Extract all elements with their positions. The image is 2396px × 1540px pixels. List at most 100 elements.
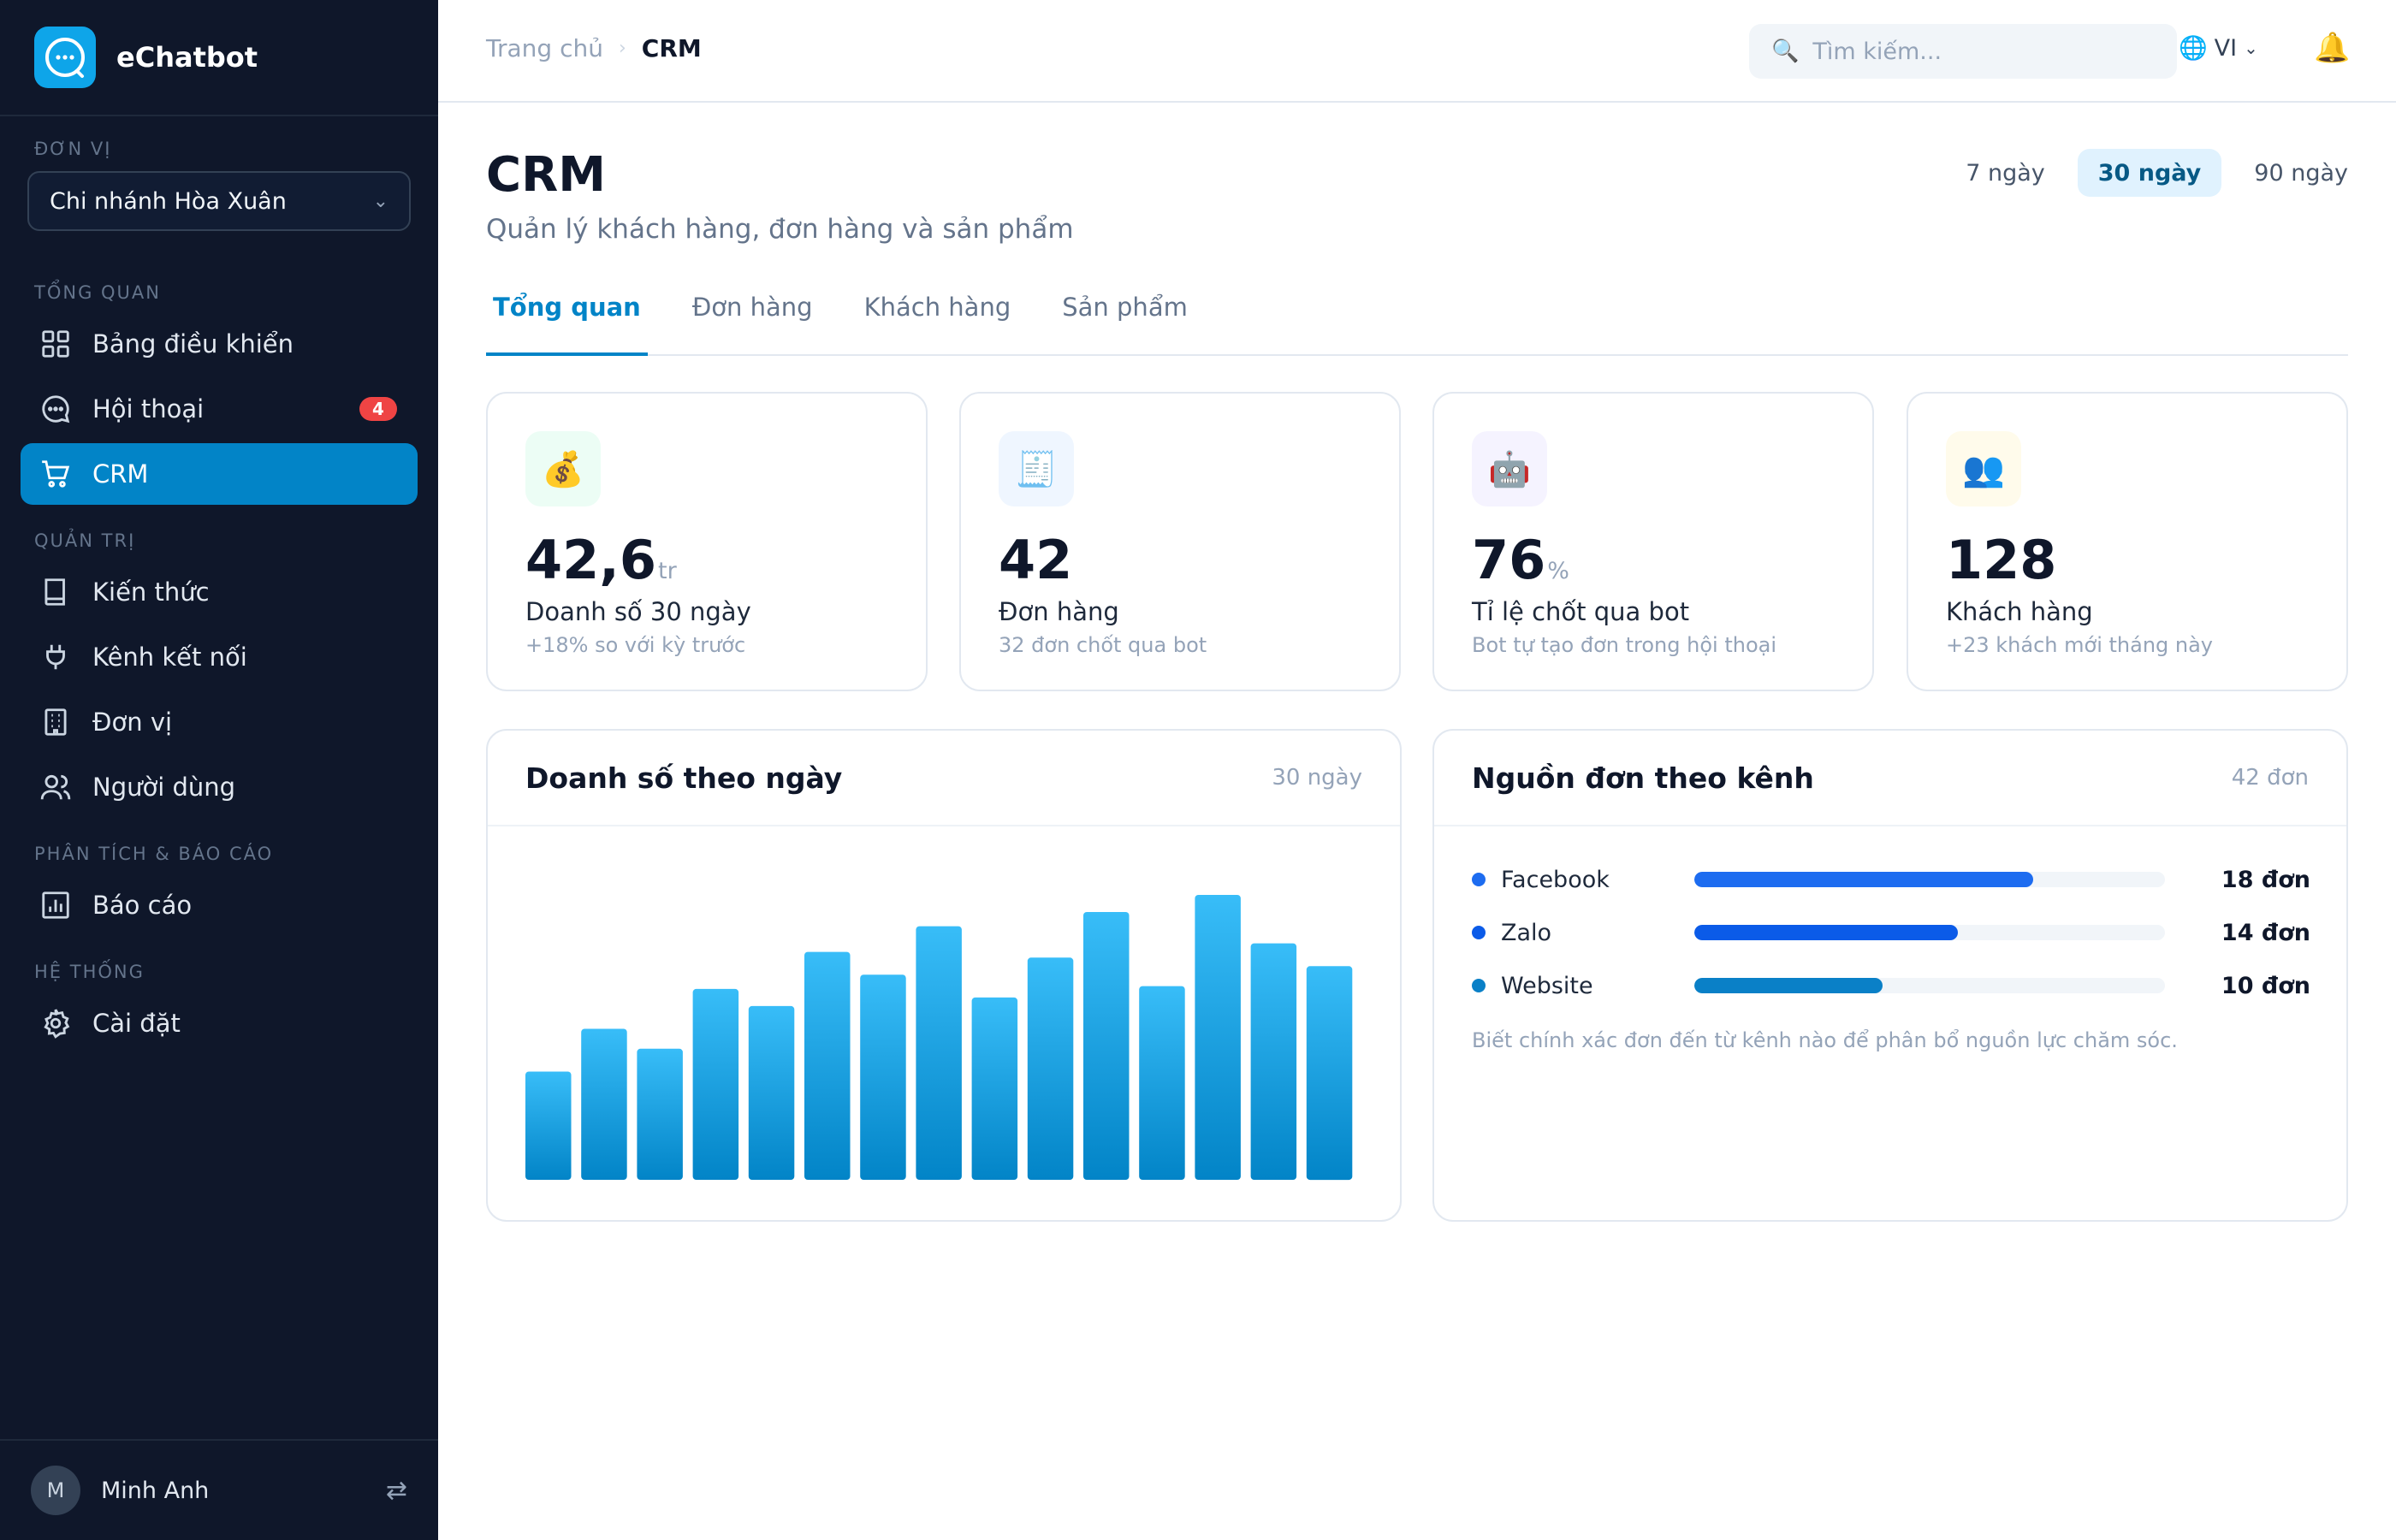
users-icon	[40, 774, 71, 800]
sidebar-item-crm[interactable]: CRM	[21, 443, 418, 505]
switch-account-icon[interactable]: ⇄	[385, 1475, 407, 1506]
receipt-icon: 🧾	[999, 431, 1074, 506]
chevron-down-icon: ⌄	[372, 190, 388, 212]
revenue-bar	[860, 974, 906, 1180]
brand[interactable]: eChatbot	[0, 0, 438, 116]
breadcrumb: Trang chủ › CRM	[486, 34, 702, 62]
crm-tabs: Tổng quan Đơn hàng Khách hàng Sản phẩm	[486, 284, 2348, 356]
tab-orders[interactable]: Đơn hàng	[691, 293, 813, 322]
gear-icon	[44, 1009, 70, 1039]
kpi-value: 42,6tr	[525, 529, 677, 591]
kpi-label: Tỉ lệ chốt qua bot	[1472, 597, 1690, 626]
search-box[interactable]: 🔍	[1749, 24, 2177, 79]
sidebar-item-conversations[interactable]: Hội thoại 4	[21, 378, 418, 440]
kpi-number: 42,6	[525, 529, 656, 591]
sidebar-item-users[interactable]: Người dùng	[21, 756, 418, 818]
panel-title: Nguồn đơn theo kênh	[1472, 761, 1814, 795]
date-range-switch: 7 ngày 30 ngày 90 ngày	[1945, 149, 2369, 197]
bell-icon[interactable]: 🔔	[2314, 31, 2351, 65]
kpi-label: Đơn hàng	[999, 597, 1119, 626]
globe-icon: 🌐	[2179, 35, 2208, 62]
sidebar: eChatbot ĐƠN VỊ Chi nhánh Hòa Xuân ⌄ TỔN…	[0, 0, 438, 1540]
revenue-panel: Doanh số theo ngày 30 ngày	[486, 729, 1402, 1222]
sidebar-item-units[interactable]: Đơn vị	[21, 691, 418, 753]
revenue-bar	[581, 1028, 627, 1180]
source-count: 18 đơn	[2221, 866, 2310, 893]
legend-dot	[1472, 873, 1486, 886]
kpi-card-customers: 👥 128 Khách hàng +23 khách mới tháng này	[1907, 392, 2348, 691]
section-overview-label: TỔNG QUAN	[34, 282, 161, 303]
sidebar-item-dashboard[interactable]: Bảng điều khiển	[21, 313, 418, 375]
range-30-days[interactable]: 30 ngày	[2077, 149, 2222, 197]
revenue-bar	[525, 1071, 572, 1180]
page-subtitle: Quản lý khách hàng, đơn hàng và sản phẩm	[486, 214, 1074, 245]
source-note: Biết chính xác đơn đến từ kênh nào để ph…	[1472, 1028, 2178, 1052]
sidebar-item-reports[interactable]: Báo cáo	[21, 874, 418, 936]
sidebar-item-label: CRM	[92, 459, 149, 489]
breadcrumb-current: CRM	[641, 34, 702, 62]
sidebar-item-label: Báo cáo	[92, 891, 193, 920]
unit-select[interactable]: Chi nhánh Hòa Xuân ⌄	[27, 171, 411, 231]
revenue-bar	[1306, 966, 1353, 1181]
panel-title: Doanh số theo ngày	[525, 761, 843, 795]
legend-dot	[1472, 926, 1486, 939]
source-bar-track	[1694, 925, 2165, 940]
building-icon	[44, 708, 67, 736]
kpi-unit: %	[1547, 558, 1569, 584]
range-7-days[interactable]: 7 ngày	[1966, 159, 2045, 187]
breadcrumb-home-link[interactable]: Trang chủ	[486, 34, 603, 62]
source-name: Website	[1501, 972, 1593, 999]
robot-icon: 🤖	[1472, 431, 1547, 506]
search-icon: 🔍	[1771, 38, 1800, 64]
tab-customers[interactable]: Khách hàng	[863, 293, 1011, 322]
unread-badge: 4	[359, 397, 397, 421]
kpi-value: 42	[999, 529, 1072, 591]
kpi-value: 76%	[1472, 529, 1569, 591]
source-row: Zalo 14 đơn	[1472, 915, 2310, 950]
breadcrumb-separator: ›	[618, 38, 626, 59]
panel-meta: 42 đơn	[2231, 765, 2309, 791]
kpi-note: +23 khách mới tháng này	[1946, 633, 2214, 657]
kpi-label: Doanh số 30 ngày	[525, 597, 751, 626]
kpi-card-orders: 🧾 42 Đơn hàng 32 đơn chốt qua bot	[959, 392, 1401, 691]
source-name: Facebook	[1501, 866, 1610, 893]
revenue-bar	[1250, 943, 1297, 1180]
sidebar-item-label: Cài đặt	[92, 1009, 181, 1038]
brand-name: eChatbot	[116, 41, 258, 74]
sidebar-item-label: Bảng điều khiển	[92, 329, 294, 358]
language-select[interactable]: 🌐 VI ⌄	[2179, 34, 2258, 62]
kpi-note: 32 đơn chốt qua bot	[999, 633, 1207, 657]
user-name: Minh Anh	[101, 1477, 210, 1504]
grid-icon	[42, 330, 69, 358]
kpi-unit: tr	[657, 558, 677, 584]
revenue-bar	[692, 988, 739, 1180]
sidebar-item-label: Kiến thức	[92, 578, 210, 607]
kpi-note: Bot tự tạo đơn trong hội thoại	[1472, 633, 1777, 657]
main-content: CRM Quản lý khách hàng, đơn hàng và sản …	[438, 103, 2396, 1540]
source-count: 14 đơn	[2221, 919, 2310, 946]
sidebar-item-channels[interactable]: Kênh kết nối	[21, 626, 418, 688]
book-icon	[44, 578, 65, 606]
revenue-bar	[1195, 895, 1241, 1180]
tab-products[interactable]: Sản phẩm	[1062, 293, 1188, 322]
unit-select-value: Chi nhánh Hòa Xuân	[50, 187, 287, 215]
source-panel: Nguồn đơn theo kênh 42 đơn Facebook 18 đơ…	[1432, 729, 2348, 1222]
sidebar-item-label: Người dùng	[92, 773, 236, 802]
range-90-days[interactable]: 90 ngày	[2254, 159, 2348, 187]
revenue-bar	[1027, 957, 1074, 1180]
money-bag-icon: 💰	[525, 431, 601, 506]
sidebar-item-knowledge[interactable]: Kiến thức	[21, 561, 418, 623]
search-input[interactable]	[1812, 38, 2156, 65]
revenue-bar	[971, 997, 1018, 1180]
kpi-number: 128	[1946, 529, 2057, 591]
source-bar-track	[1694, 872, 2165, 887]
tab-overview[interactable]: Tổng quan	[486, 284, 648, 356]
user-bar[interactable]: M Minh Anh ⇄	[0, 1439, 438, 1540]
sidebar-item-settings[interactable]: Cài đặt	[21, 992, 418, 1054]
source-name: Zalo	[1501, 919, 1552, 946]
sidebar-item-label: Kênh kết nối	[92, 643, 247, 672]
source-bar	[1694, 978, 1883, 993]
source-row: Facebook 18 đơn	[1472, 862, 2310, 897]
source-count: 10 đơn	[2221, 972, 2310, 999]
kpi-number: 42	[999, 529, 1073, 591]
